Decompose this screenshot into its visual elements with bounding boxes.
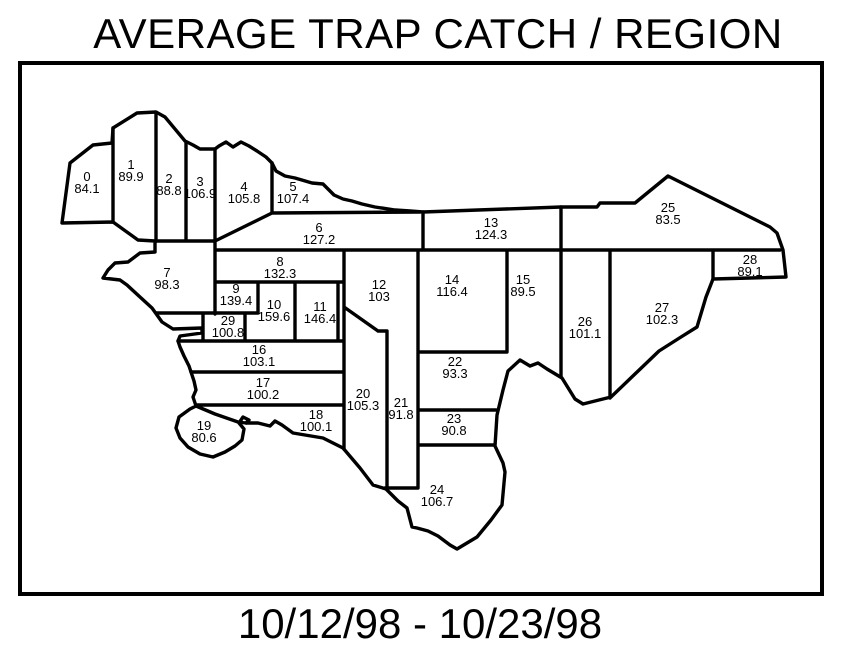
region-label-id: 24 [430, 482, 444, 497]
region-label-value: 159.6 [258, 309, 291, 324]
region-label-id: 11 [313, 299, 327, 314]
region-label-id: 25 [661, 200, 675, 215]
region-label-value: 88.8 [156, 183, 181, 198]
region-label-value: 90.8 [441, 423, 466, 438]
region-label-id: 26 [578, 314, 592, 329]
region-label-id: 20 [356, 386, 370, 401]
region-label-value: 91.8 [388, 407, 413, 422]
region-label-value: 100.2 [247, 387, 280, 402]
region-label-id: 1 [127, 157, 134, 172]
region-label-id: 15 [516, 272, 530, 287]
region-label-value: 80.6 [191, 430, 216, 445]
region-label-value: 84.1 [74, 181, 99, 196]
region-label-value: 105.3 [347, 398, 380, 413]
region-label-id: 3 [196, 174, 203, 189]
region-label-value: 103.1 [243, 354, 276, 369]
region-label-value: 102.3 [646, 312, 679, 327]
region-label-value: 100.1 [300, 419, 333, 434]
region-label-id: 23 [447, 411, 461, 426]
region-label-id: 18 [309, 407, 323, 422]
region-label-id: 12 [372, 277, 386, 292]
map-outline [60, 110, 788, 551]
region-label-id: 9 [232, 281, 239, 296]
region-label-id: 10 [267, 297, 281, 312]
region-label-id: 0 [83, 169, 90, 184]
region-label-id: 19 [197, 418, 211, 433]
region-label-id: 28 [743, 252, 757, 267]
region-label-id: 5 [289, 179, 296, 194]
region-label-id: 22 [448, 354, 462, 369]
region-label-value: 127.2 [303, 232, 336, 247]
region-label-value: 107.4 [277, 191, 310, 206]
region-labels: 0 84.1 1 89.9 2 88.8 3 106.9 4 105.8 5 1… [74, 157, 762, 509]
region-label-id: 27 [655, 300, 669, 315]
region-label-value: 89.9 [118, 169, 143, 184]
region-label-value: 106.9 [184, 186, 217, 201]
region-label-id: 8 [276, 254, 283, 269]
region-label-value: 106.7 [421, 494, 454, 509]
map-frame-border [18, 61, 824, 596]
region-label-value: 105.8 [228, 191, 261, 206]
region-label-value: 139.4 [220, 293, 253, 308]
region-label-value: 146.4 [304, 311, 337, 326]
region-label-value: 132.3 [264, 266, 297, 281]
region-label-id: 16 [252, 342, 266, 357]
region-label-id: 14 [445, 272, 459, 287]
region-label-value: 101.1 [569, 326, 602, 341]
region-label-value: 103 [368, 289, 390, 304]
region-boundaries [111, 112, 782, 490]
region-label-value: 93.3 [442, 366, 467, 381]
region-label-value: 83.5 [655, 212, 680, 227]
region-label-id: 17 [256, 375, 270, 390]
region-label-id: 21 [394, 395, 408, 410]
date-range-caption: 10/12/98 - 10/23/98 [238, 600, 602, 647]
region-label-id: 13 [484, 215, 498, 230]
region-label-value: 98.3 [154, 277, 179, 292]
region-label-id: 7 [163, 265, 170, 280]
region-label-value: 89.5 [510, 284, 535, 299]
region-label-value: 116.4 [436, 284, 468, 299]
region-label-value: 89.1 [737, 264, 762, 279]
region-label-value: 124.3 [475, 227, 508, 242]
region-label-id: 6 [315, 220, 322, 235]
region-label-id: 2 [165, 171, 172, 186]
page-title: AVERAGE TRAP CATCH / REGION [93, 10, 783, 57]
region-label-id: 4 [240, 179, 247, 194]
region-label-value: 100.8 [212, 325, 245, 340]
region-label-id: 29 [221, 313, 235, 328]
